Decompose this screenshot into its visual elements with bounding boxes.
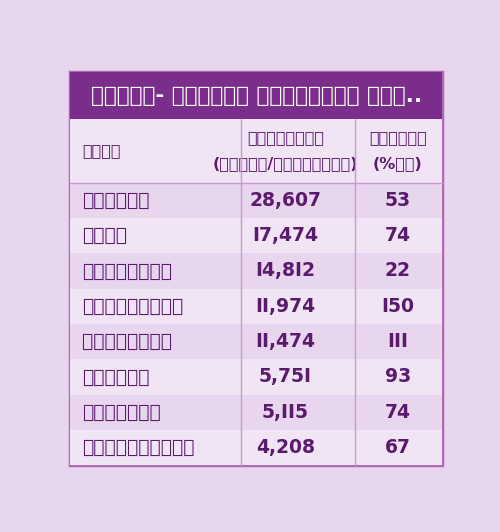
Text: 74: 74 [384,226,410,245]
Text: III: III [387,332,408,351]
Text: జనవరి- జూన్‌లో అమ్మకాలు ఇలా..: జనవరి- జూన్‌లో అమ్మకాలు ఇలా.. [90,86,422,105]
FancyBboxPatch shape [70,182,442,218]
FancyBboxPatch shape [70,72,442,466]
Text: ముంబయి: ముంబయి [82,191,150,210]
Text: 67: 67 [384,438,410,457]
Text: అమ్మకాలు: అమ్మకాలు [247,130,324,145]
Text: హైదరాబాద్: హైదరాబాద్ [82,297,183,316]
Text: ఎన్‌సీఆర్: ఎన్‌సీఆర్ [82,332,172,351]
Text: 5,II5: 5,II5 [262,403,309,422]
Text: 74: 74 [384,403,410,422]
FancyBboxPatch shape [70,119,442,182]
FancyBboxPatch shape [70,324,442,359]
FancyBboxPatch shape [70,72,442,119]
Text: I50: I50 [381,297,414,316]
Text: 4,208: 4,208 [256,438,315,457]
Text: I4,8I2: I4,8I2 [256,261,316,280]
FancyBboxPatch shape [70,395,442,430]
Text: (ఇళ్ళు/ఫ్లాట్లు): (ఇళ్ళు/ఫ్లాట్లు) [212,156,358,171]
Text: కోల్కతా: కోల్కతా [82,403,160,422]
FancyBboxPatch shape [70,430,442,466]
Text: 5,75I: 5,75I [259,368,312,386]
Text: చెన్నై: చెన్నై [82,368,150,386]
Text: నగరం: నగరం [82,144,120,159]
Text: 22: 22 [384,261,410,280]
Text: అహ్మదాబాద్: అహ్మదాబాద్ [82,438,194,457]
Text: II,474: II,474 [256,332,316,351]
Text: 28,607: 28,607 [250,191,322,210]
FancyBboxPatch shape [70,289,442,324]
FancyBboxPatch shape [70,359,442,395]
Text: 53: 53 [384,191,411,210]
Text: 93: 93 [384,368,411,386]
FancyBboxPatch shape [70,253,442,289]
Text: I7,474: I7,474 [252,226,318,245]
Text: (%ల౏): (%ల౏) [373,156,422,171]
Text: వృద్ధి: వృద్ధి [369,130,426,145]
Text: II,974: II,974 [256,297,316,316]
Text: పుణే: పుణే [82,226,127,245]
Text: బెంగళూరు: బెంగళూరు [82,261,172,280]
FancyBboxPatch shape [70,218,442,253]
